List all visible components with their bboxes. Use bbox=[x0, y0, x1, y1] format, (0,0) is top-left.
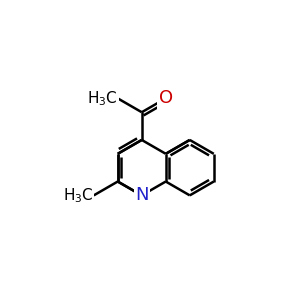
Text: H$_3$C: H$_3$C bbox=[63, 186, 94, 205]
Text: H$_3$C: H$_3$C bbox=[87, 89, 118, 108]
Text: O: O bbox=[159, 89, 173, 107]
Text: N: N bbox=[135, 186, 148, 204]
